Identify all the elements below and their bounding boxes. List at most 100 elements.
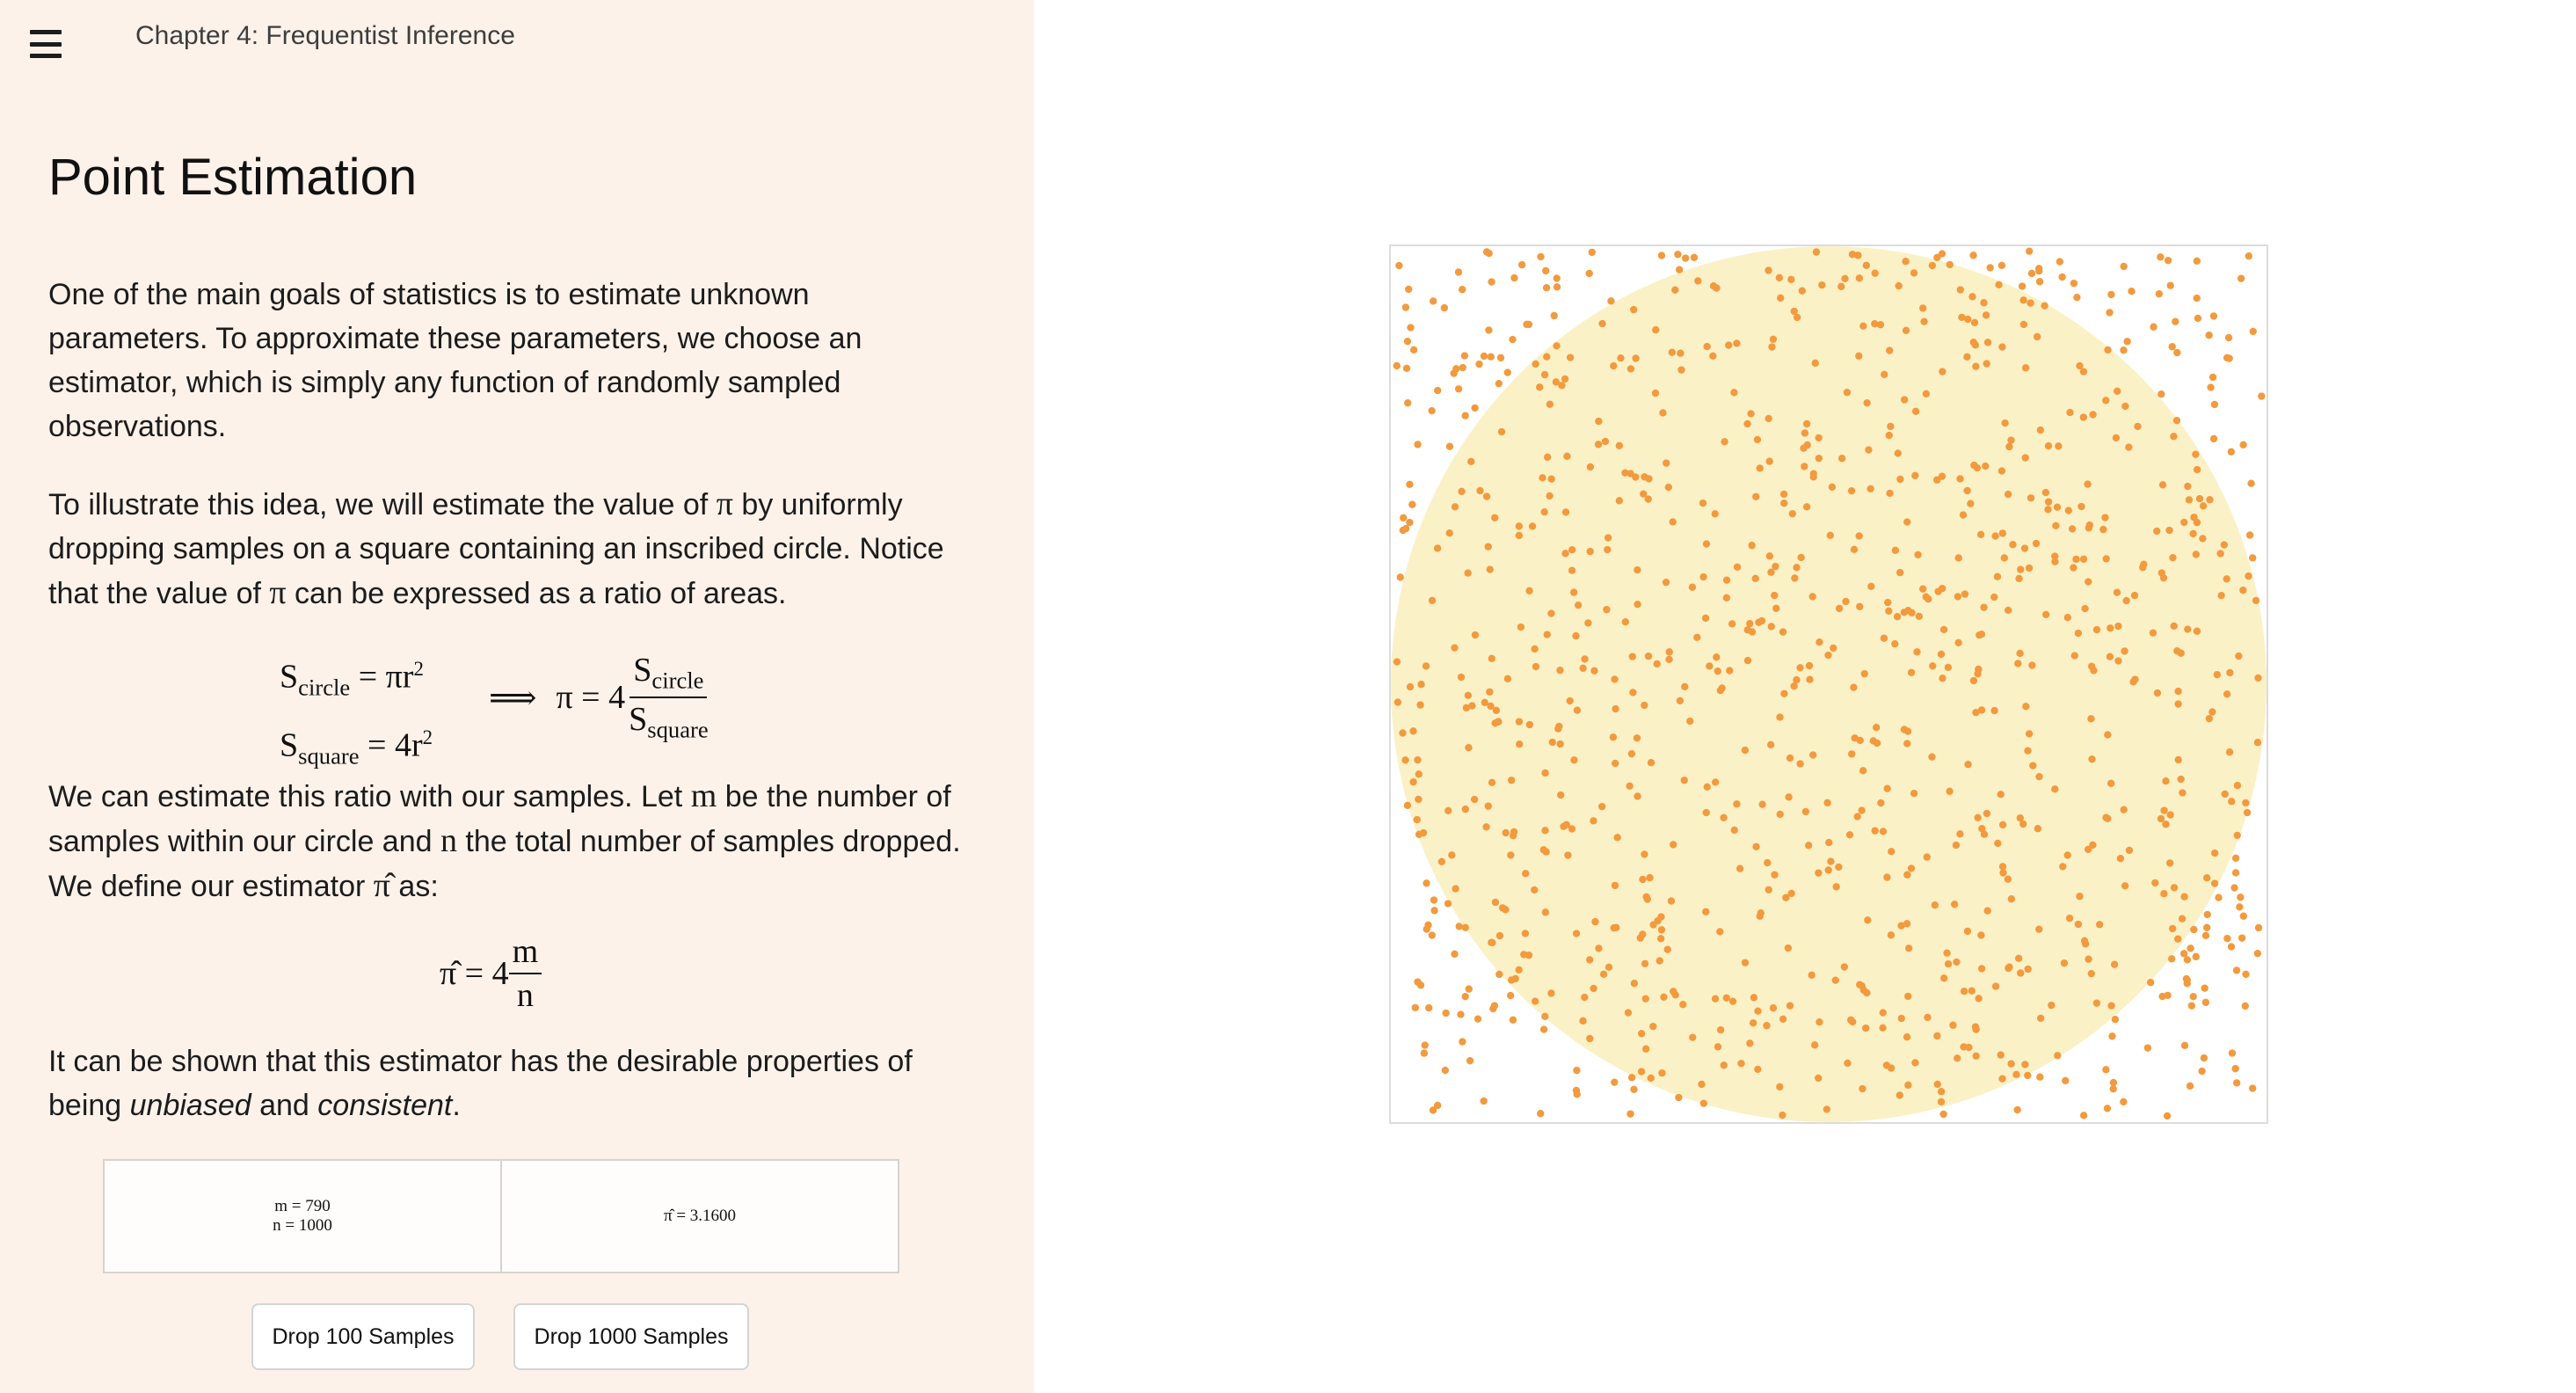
sample-point	[2079, 555, 2088, 563]
sample-point	[1884, 598, 1892, 607]
sample-point	[1568, 546, 1576, 554]
sample-point	[1610, 361, 1618, 370]
sample-point	[2085, 578, 2092, 586]
pihat-equals-four: π̂ = 4	[440, 955, 509, 992]
sample-point	[1407, 324, 1415, 332]
sample-point	[1776, 1083, 1784, 1091]
sample-point	[2111, 1015, 2120, 1024]
hamburger-menu-icon[interactable]	[30, 30, 62, 58]
sample-point	[2041, 610, 2050, 619]
sample-point	[1826, 531, 1834, 539]
sample-point	[1543, 631, 1551, 638]
sample-point	[1972, 1052, 1980, 1060]
sample-point	[1626, 1110, 1634, 1118]
sample-point	[1730, 389, 1738, 397]
sample-point	[1776, 713, 1784, 721]
sample-point	[2160, 890, 2168, 898]
text: be the number of samples within our circ…	[48, 780, 951, 858]
sample-point	[2036, 426, 2045, 434]
sample-point	[1726, 667, 1734, 675]
sample-point	[1871, 827, 1879, 835]
sample-point	[1733, 800, 1741, 808]
sample-point	[1442, 1009, 1450, 1017]
sample-point	[1986, 264, 1994, 272]
s-symbol: S	[633, 652, 652, 689]
sample-point	[1862, 261, 1871, 269]
sample-point	[1581, 993, 1589, 1002]
sample-point	[1396, 573, 1404, 581]
sample-point	[1668, 348, 1676, 356]
sample-point	[1859, 322, 1867, 331]
sample-point	[2190, 925, 2198, 934]
sample-point	[1454, 385, 1463, 393]
sample-point	[1752, 492, 1760, 500]
ratio-fraction: Scircle Ssquare	[625, 651, 712, 743]
sample-point	[2044, 441, 2053, 450]
sample-point	[1664, 483, 1673, 492]
sample-point	[1553, 274, 1561, 282]
sample-point	[2051, 552, 2059, 560]
sample-point	[2216, 550, 2224, 558]
sample-point	[1597, 802, 1606, 811]
sample-point	[1487, 353, 1495, 361]
sample-point	[2084, 845, 2092, 854]
sample-point	[2113, 387, 2121, 396]
sample-point	[1769, 1004, 1778, 1012]
sample-point	[2106, 309, 2114, 317]
sample-point	[1835, 604, 1844, 613]
sample-point	[1416, 701, 1424, 709]
sample-point	[1609, 733, 1618, 741]
sample-point	[1920, 317, 1928, 325]
sample-point	[2060, 959, 2069, 967]
drop-100-samples-button[interactable]: Drop 100 Samples	[251, 1303, 475, 1370]
plot-canvas	[1391, 246, 2267, 1122]
sample-point	[1486, 565, 1494, 573]
sample-point	[1525, 587, 1533, 595]
sample-point	[1595, 417, 1603, 426]
sample-stats-box: m = 790 n = 1000 π̂ = 3.1600	[103, 1159, 899, 1273]
sample-point	[1771, 871, 1779, 879]
drop-1000-samples-button[interactable]: Drop 1000 Samples	[513, 1303, 749, 1370]
sample-point	[1758, 800, 1766, 808]
sample-point	[2166, 811, 2174, 819]
sample-point	[1891, 546, 1900, 554]
sample-point	[1823, 799, 1831, 807]
sample-point	[1515, 522, 1523, 530]
sample-point	[1741, 959, 1750, 966]
sample-point	[1462, 704, 1471, 712]
sample-point	[1787, 275, 1795, 284]
sample-point	[1983, 360, 1990, 368]
sample-point	[1632, 354, 1640, 362]
sample-point	[1510, 828, 1518, 836]
sample-point	[2041, 488, 2050, 497]
sample-point	[2186, 1082, 2194, 1090]
pihat-label: π̂	[663, 1207, 673, 1225]
sample-point	[2198, 1067, 2206, 1076]
sample-point	[1837, 455, 1846, 463]
sample-point	[1938, 584, 1947, 593]
sample-point	[1765, 457, 1773, 465]
equals: =	[358, 658, 378, 696]
sample-point	[2085, 955, 2092, 963]
sample-point	[1939, 625, 1948, 634]
sample-point	[1629, 689, 1637, 696]
sample-point	[2114, 622, 2122, 631]
sample-point	[1991, 532, 1999, 540]
sample-point	[1765, 414, 1772, 423]
sample-point	[2004, 606, 2012, 615]
sample-point	[1997, 1051, 2005, 1059]
sample-point	[1929, 662, 1937, 670]
sample-point	[1938, 250, 1947, 258]
sample-point	[1457, 1010, 1465, 1018]
sample-point	[2016, 814, 2025, 822]
sample-point	[1879, 1024, 1887, 1032]
sample-point	[1444, 806, 1452, 815]
sample-point	[2195, 494, 2204, 503]
sample-point	[2202, 923, 2211, 931]
sample-point	[2242, 799, 2250, 807]
sample-point	[2013, 1105, 2021, 1114]
sample-point	[1626, 782, 1634, 791]
sample-point	[2179, 789, 2187, 797]
sample-point	[2125, 846, 2134, 855]
sample-point	[1546, 492, 1554, 500]
